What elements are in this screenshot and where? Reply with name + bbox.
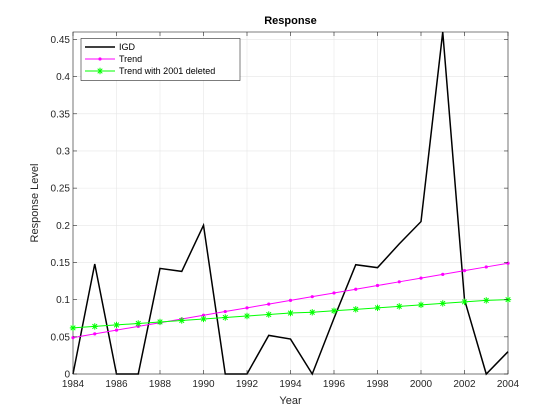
data-point-trend-with-2001-deleted <box>439 300 446 307</box>
data-point-trend <box>245 306 249 310</box>
data-point-trend <box>441 272 445 276</box>
data-point-trend-with-2001-deleted <box>287 309 294 317</box>
legend-asterisk <box>96 67 104 75</box>
data-point-trend-with-2001-deleted <box>352 306 359 313</box>
x-tick-label: 1998 <box>366 379 389 390</box>
data-point-trend-with-2001-deleted <box>69 324 77 332</box>
data-point-trend-with-2001-deleted <box>417 301 425 309</box>
x-tick-label: 1994 <box>279 379 302 390</box>
legend-marker-trend <box>98 57 102 61</box>
series-line-igd <box>72 31 509 376</box>
data-point-trend <box>375 283 380 288</box>
data-point-trend <box>419 276 423 280</box>
y-tick-label: 0.1 <box>56 295 70 306</box>
x-tick-label: 2000 <box>410 379 433 390</box>
y-tick-label: 0.05 <box>51 332 71 343</box>
legend-label-igd: IGD <box>119 42 136 52</box>
ticks: 1984 1986 1988 1990 1992 1994 1996 1998 2000 2002… <box>51 32 520 390</box>
y-tick-label: 0.4 <box>56 72 70 83</box>
data-point-trend-with-2001-deleted <box>396 303 403 310</box>
data-point-trend-with-2001-deleted <box>265 311 272 318</box>
data-point-trend <box>223 309 227 314</box>
data-point-trend-with-2001-deleted <box>91 323 98 330</box>
data-point-trend <box>462 269 467 273</box>
data-point-trend <box>267 302 271 306</box>
y-tick-label: 0.3 <box>56 146 70 157</box>
data-point-trend-with-2001-deleted <box>309 309 316 316</box>
data-point-trend <box>354 287 358 291</box>
data-point-trend <box>506 261 510 265</box>
y-tick-label: 0.35 <box>51 109 71 120</box>
series-group <box>69 31 512 376</box>
x-tick-label: 1986 <box>105 379 128 390</box>
y-tick-label: 0.15 <box>51 258 71 269</box>
data-point-trend <box>332 291 336 295</box>
data-point-trend <box>288 298 293 302</box>
data-point-trend-with-2001-deleted <box>222 314 229 321</box>
data-point-trend-with-2001-deleted <box>178 317 185 324</box>
data-point-trend-with-2001-deleted <box>156 318 164 326</box>
legend-marker-trend-2001-deleted <box>96 67 104 75</box>
legend-label-trend: Trend <box>119 54 142 64</box>
x-tick-label: 2004 <box>497 379 520 390</box>
x-tick-label: 1992 <box>236 379 259 390</box>
data-point-trend <box>201 313 206 317</box>
data-point-trend-with-2001-deleted <box>243 312 251 320</box>
y-tick-label: 0.2 <box>56 221 70 232</box>
legend-label-trend-2001-deleted: Trend with 2001 deleted <box>119 66 215 76</box>
data-point-trend-with-2001-deleted <box>483 297 490 304</box>
y-tick-label: 0.25 <box>51 184 71 195</box>
x-tick-label: 1996 <box>323 379 346 390</box>
data-point-trend-with-2001-deleted <box>374 304 381 312</box>
legend: IGD Trend Trend with 2001 deleted <box>80 38 241 81</box>
data-point-trend <box>93 332 97 336</box>
x-tick-label: 2002 <box>453 379 476 390</box>
x-tick-label: 1984 <box>62 379 85 390</box>
y-tick-label: 0 <box>64 370 70 381</box>
data-point-trend <box>114 328 119 332</box>
data-point-trend-with-2001-deleted <box>113 321 120 329</box>
chart-title: Response <box>264 15 317 27</box>
data-point-trend-with-2001-deleted <box>200 315 207 323</box>
data-point-trend-with-2001-deleted <box>135 320 142 327</box>
x-tick-label: 1988 <box>149 379 172 390</box>
y-tick-label: 0.45 <box>51 35 71 46</box>
y-axis-label: Response Level <box>29 164 41 243</box>
x-tick-label: 1990 <box>192 379 215 390</box>
data-point-trend-with-2001-deleted <box>461 298 468 306</box>
data-point-trend-with-2001-deleted <box>330 307 338 315</box>
data-point-trend <box>71 335 75 340</box>
data-point-trend <box>484 265 488 269</box>
x-axis-label: Year <box>279 395 302 407</box>
data-point-trend <box>310 295 314 299</box>
data-point-trend <box>397 280 401 284</box>
